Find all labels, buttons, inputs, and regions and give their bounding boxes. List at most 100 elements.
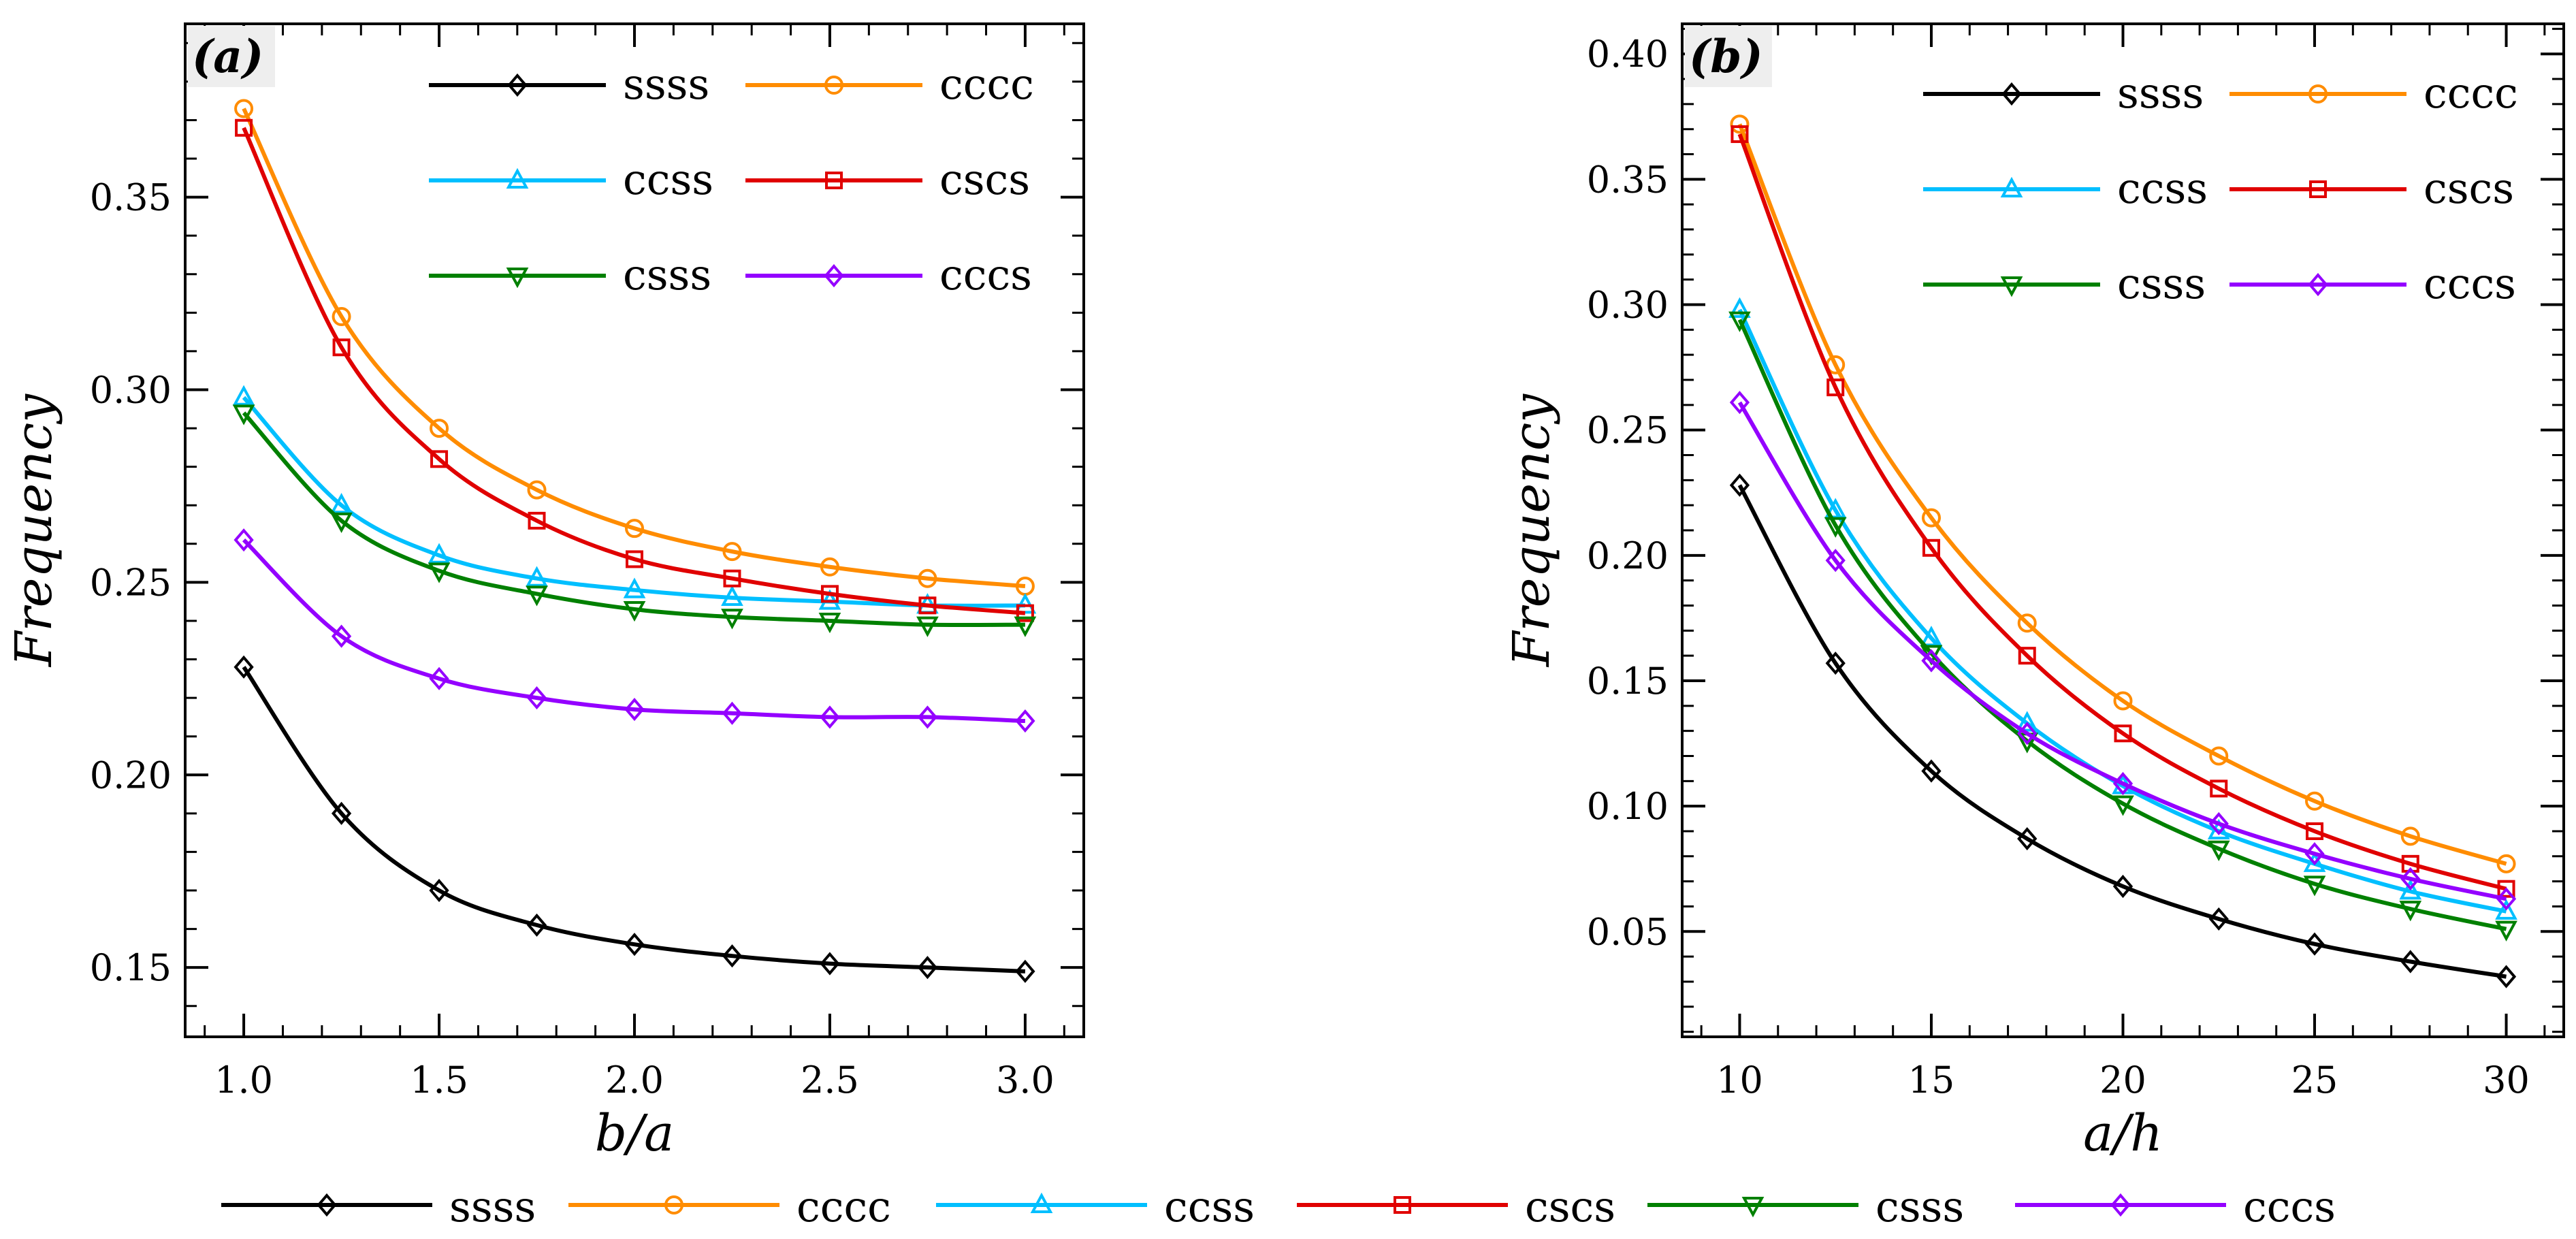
panel-tag: (a): [192, 30, 263, 83]
bottom-legend-entry-ssss: ssss: [221, 1182, 536, 1232]
x-tick-label: 20: [2099, 1059, 2146, 1101]
data-point-csss: [428, 562, 451, 583]
data-point-ccss: [721, 585, 743, 607]
legend-entry-ssss: ssss: [429, 59, 709, 109]
data-point-csss: [2495, 920, 2517, 942]
data-point-ssss: [2112, 874, 2134, 899]
y-tick-label: 0.40: [1587, 33, 1669, 76]
x-axis-title: b/a: [595, 1104, 674, 1163]
series-line-cscs: [1737, 133, 2507, 891]
data-point-cccs: [526, 686, 547, 710]
y-tick-label: 0.30: [1587, 284, 1669, 327]
legend-label: ccss: [623, 155, 713, 204]
data-point-ssss: [624, 933, 645, 956]
data-point-cccc: [1730, 114, 1750, 134]
legend-label: ssss: [2117, 68, 2204, 118]
legend-entry-ssss: ssss: [1923, 68, 2204, 118]
legend-marker: [506, 268, 529, 289]
legend-label: cccs: [2424, 259, 2516, 308]
data-point-ssss: [2017, 826, 2038, 851]
chart-panel-a: 1.0 1.5 2.0 2.5 3.0 0.15 0.20 0.25 0.30 0.35 b/a Fr…: [5, 22, 1085, 1163]
data-point-cccc: [2400, 826, 2420, 846]
y-tick-label: 0.20: [90, 754, 172, 796]
data-point-cccc: [820, 557, 839, 577]
data-point-cccs: [2112, 771, 2134, 796]
data-point-ssss: [1921, 759, 1942, 783]
data-point-cccc: [2305, 791, 2325, 811]
data-point-cccc: [527, 480, 547, 500]
data-point-cccs: [1921, 649, 1942, 673]
data-point-cscs: [723, 569, 741, 588]
data-point-ccss: [1824, 498, 1847, 519]
y-axis-title: Frequency: [5, 393, 63, 668]
data-point-ccss: [2303, 851, 2326, 872]
y-tick-label: 0.35: [1587, 158, 1669, 201]
series-line-ssss: [1737, 484, 2507, 979]
legend-marker: [2110, 1193, 2131, 1217]
bottom-legend-label: cscs: [1525, 1182, 1615, 1232]
legend-label: cscs: [939, 155, 1030, 204]
data-point-ccss: [330, 493, 353, 514]
data-point-ssss: [917, 956, 938, 980]
x-tick-label: 10: [1716, 1059, 1763, 1101]
y-tick-label: 0.25: [1587, 409, 1669, 452]
data-point-cscs: [528, 511, 546, 530]
data-point-ssss: [2400, 950, 2421, 974]
series-line-cscs: [242, 127, 1026, 615]
data-point-cccc: [2209, 746, 2229, 766]
data-point-csss: [1824, 517, 1847, 538]
data-point-ccss: [623, 577, 646, 598]
data-point-ssss: [1825, 651, 1846, 675]
legend-label: cccc: [2424, 68, 2518, 118]
data-point-cccs: [2208, 811, 2229, 836]
data-point-cccc: [918, 568, 937, 588]
data-point-cscs: [2497, 880, 2515, 898]
legend-marker: [2308, 84, 2328, 103]
legend-label: csss: [2117, 259, 2206, 308]
legend-entry-csss: csss: [429, 250, 711, 300]
legend-label: ssss: [623, 59, 709, 109]
panel-tag: (b): [1689, 30, 1763, 83]
legend-marker: [824, 263, 844, 288]
series-line-cccc: [242, 108, 1026, 589]
data-point-cccs: [1729, 391, 1750, 415]
data-point-cccs: [1825, 549, 1846, 573]
data-point-cccc: [430, 419, 449, 438]
data-point-cccs: [722, 701, 743, 725]
data-point-cccc: [2017, 613, 2037, 633]
data-point-cccs: [624, 698, 645, 722]
legend-label: cccs: [939, 250, 1032, 300]
x-tick-label: 2.0: [605, 1059, 664, 1101]
data-point-csss: [1014, 616, 1037, 637]
legend-entry-ccss: ccss: [429, 155, 713, 204]
data-point-cccc: [2496, 854, 2516, 873]
data-point-csss: [2303, 875, 2326, 897]
data-point-ccss: [428, 543, 451, 564]
data-point-ccss: [232, 385, 255, 406]
data-point-ccss: [2495, 899, 2517, 920]
bottom-legend-entry-cccs: cccs: [2015, 1182, 2336, 1232]
series-line-cccs: [1737, 401, 2507, 901]
data-point-cscs: [1730, 125, 1749, 144]
data-point-cscs: [430, 450, 449, 468]
data-point-csss: [526, 585, 548, 607]
legend-entry-cccs: cccs: [2229, 259, 2516, 308]
x-tick-label: 15: [1908, 1059, 1955, 1101]
data-point-ssss: [820, 952, 840, 976]
y-tick-label: 0.10: [1587, 785, 1669, 828]
bottom-legend: ssss cccc ccss cscs csss cccs: [221, 1182, 2336, 1232]
series-line-csss: [1737, 319, 2507, 931]
data-point-cccs: [429, 666, 449, 690]
data-point-cscs: [626, 550, 643, 568]
data-point-cccc: [1921, 508, 1941, 528]
bottom-legend-entry-csss: csss: [1647, 1182, 1964, 1232]
x-tick-label: 2.5: [801, 1059, 859, 1101]
legend-entry-cscs: cscs: [2229, 163, 2514, 213]
legend-marker: [825, 172, 843, 189]
data-point-ssss: [722, 944, 743, 968]
data-point-ssss: [526, 913, 547, 937]
y-tick-label: 0.35: [90, 176, 172, 219]
legend-entry-cccc: cccc: [2229, 68, 2518, 118]
legend-label: cscs: [2424, 163, 2514, 213]
